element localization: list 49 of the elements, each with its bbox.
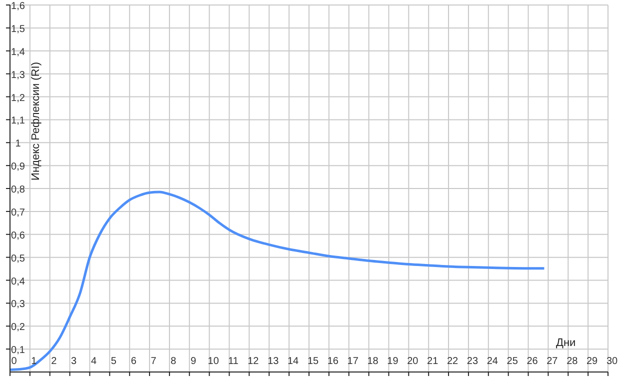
x-tick-label: 30 — [606, 356, 618, 367]
y-tick-label: 0,7 — [11, 207, 26, 218]
x-tick-label: 5 — [110, 356, 117, 367]
y-tick-label: 1,6 — [11, 1, 26, 12]
y-tick-label: 1,1 — [11, 116, 26, 127]
x-tick-label: 4 — [90, 356, 97, 367]
y-tick-label: 1 — [15, 138, 22, 150]
x-tick-label: 25 — [506, 356, 518, 367]
x-tick-label: 23 — [466, 356, 478, 367]
x-tick-label: 7 — [150, 356, 157, 367]
x-tick-label: 26 — [526, 356, 538, 367]
x-tick-label: 27 — [546, 356, 558, 367]
y-tick-label: 0,1 — [11, 345, 26, 356]
x-tick-label: 10 — [208, 356, 220, 367]
y-tick-label: 0,4 — [11, 276, 26, 288]
x-tick-label: 6 — [130, 356, 137, 367]
x-tick-label: 15 — [307, 356, 319, 367]
x-tick-label: 16 — [327, 356, 339, 367]
y-axis-title: Индекс Рефлексии (RI) — [30, 62, 42, 180]
x-tick-label: 21 — [427, 356, 439, 367]
x-tick-label: 28 — [566, 356, 578, 367]
x-tick-label: 8 — [170, 356, 177, 367]
x-tick-label: 12 — [248, 356, 260, 367]
y-tick-label: 0,6 — [11, 230, 26, 242]
x-tick-label: 20 — [407, 356, 419, 367]
x-tick-label: 11 — [228, 356, 239, 367]
y-tick-label: 0,2 — [11, 322, 26, 334]
x-axis-title: Дни — [556, 337, 576, 349]
y-tick-label: 0,3 — [11, 299, 26, 310]
y-tick-label: 0,5 — [11, 253, 26, 264]
y-tick-label: 1,2 — [11, 92, 26, 104]
x-tick-label: 3 — [71, 356, 78, 367]
x-tick-label: 29 — [586, 356, 598, 367]
x-tick-label: 19 — [387, 356, 399, 367]
x-tick-label: 17 — [347, 356, 359, 367]
y-tick-label: 0,9 — [11, 162, 26, 173]
x-tick-label: 9 — [190, 356, 197, 367]
x-tick-label: 1 — [31, 356, 38, 367]
y-tick-label: 1,5 — [11, 24, 26, 35]
x-tick-label: 24 — [486, 356, 498, 367]
x-tick-label: 13 — [268, 356, 280, 367]
x-tick-label: 22 — [446, 356, 459, 367]
x-tick-label: 14 — [288, 356, 300, 367]
x-tick-label: 0 — [11, 356, 18, 367]
y-tick-label: 1,3 — [11, 70, 26, 81]
x-tick-label: 2 — [51, 356, 58, 367]
x-tick-label: 18 — [367, 356, 379, 367]
y-tick-label: 1,4 — [11, 46, 26, 58]
y-tick-label: 0,8 — [11, 184, 26, 196]
